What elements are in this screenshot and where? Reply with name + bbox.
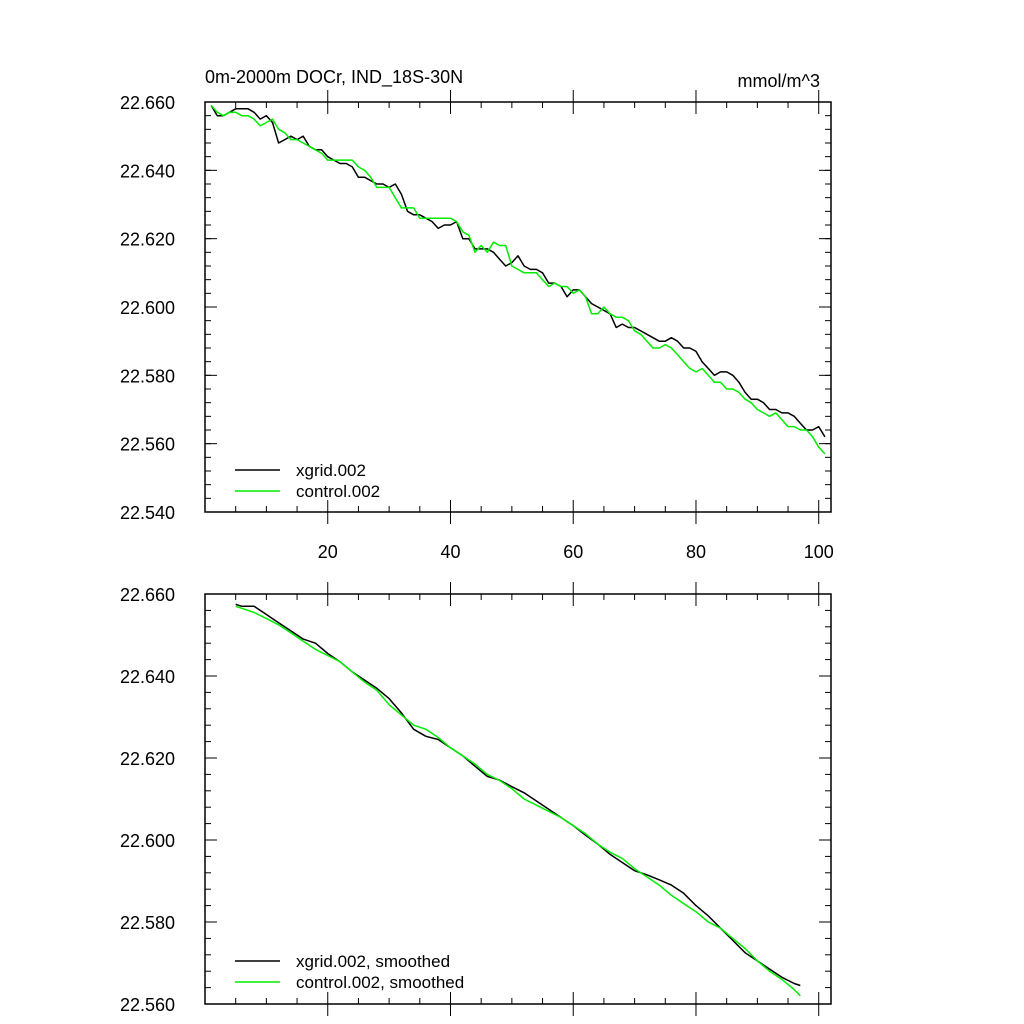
top-panel-ticks: 20 40 60 80 100 22.660 22.640 22.620 22.600 22.58…	[120, 90, 834, 562]
top-y-tick-label: 22.660	[120, 93, 175, 113]
legend-label-xgrid: xgrid.002	[296, 461, 366, 480]
legend-label-control: control.002	[296, 482, 380, 501]
bottom-panel-series	[235, 603, 801, 997]
bottom-series-line-control	[235, 605, 801, 997]
top-panel-legend: xgrid.002 control.002	[235, 461, 380, 501]
bottom-y-tick-label: 22.580	[120, 913, 175, 933]
bottom-series-line-xgrid	[235, 603, 801, 987]
bottom-y-tick-label: 22.600	[120, 831, 175, 851]
chart-title: 0m-2000m DOCr, IND_18S-30N	[205, 67, 463, 88]
top-y-tick-label: 22.540	[120, 503, 175, 523]
top-x-tick-label: 100	[804, 542, 834, 562]
top-panel-frame	[204, 101, 832, 513]
top-y-tick-label: 22.580	[120, 366, 175, 386]
top-series-line-xgrid	[210, 105, 826, 438]
top-panel: 0m-2000m DOCr, IND_18S-30N mmol/m^3 20 40…	[120, 67, 834, 562]
top-x-tick-label: 60	[563, 542, 583, 562]
bottom-y-tick-label: 22.560	[120, 995, 175, 1015]
legend-label-control-smoothed: control.002, smoothed	[296, 973, 464, 992]
legend-label-xgrid-smoothed: xgrid.002, smoothed	[296, 952, 450, 971]
top-y-tick-label: 22.560	[120, 435, 175, 455]
bottom-panel-ticks: 22.660 22.640 22.620 22.600 22.580 22.560	[120, 582, 831, 1016]
top-panel-series	[210, 104, 826, 455]
top-x-tick-label: 20	[318, 542, 338, 562]
bottom-panel: 22.660 22.640 22.620 22.600 22.580 22.560 xgr…	[120, 582, 832, 1016]
bottom-y-tick-label: 22.660	[120, 585, 175, 605]
units-label: mmol/m^3	[738, 71, 820, 91]
bottom-y-tick-label: 22.620	[120, 749, 175, 769]
top-y-tick-label: 22.600	[120, 298, 175, 318]
bottom-panel-legend: xgrid.002, smoothed control.002, smoothe…	[235, 952, 464, 992]
bottom-y-tick-label: 22.640	[120, 667, 175, 687]
top-x-tick-label: 80	[686, 542, 706, 562]
top-y-tick-label: 22.620	[120, 230, 175, 250]
top-y-tick-label: 22.640	[120, 161, 175, 181]
bottom-panel-frame	[204, 593, 832, 1005]
top-series-line-control	[210, 104, 826, 455]
top-x-tick-label: 40	[440, 542, 460, 562]
